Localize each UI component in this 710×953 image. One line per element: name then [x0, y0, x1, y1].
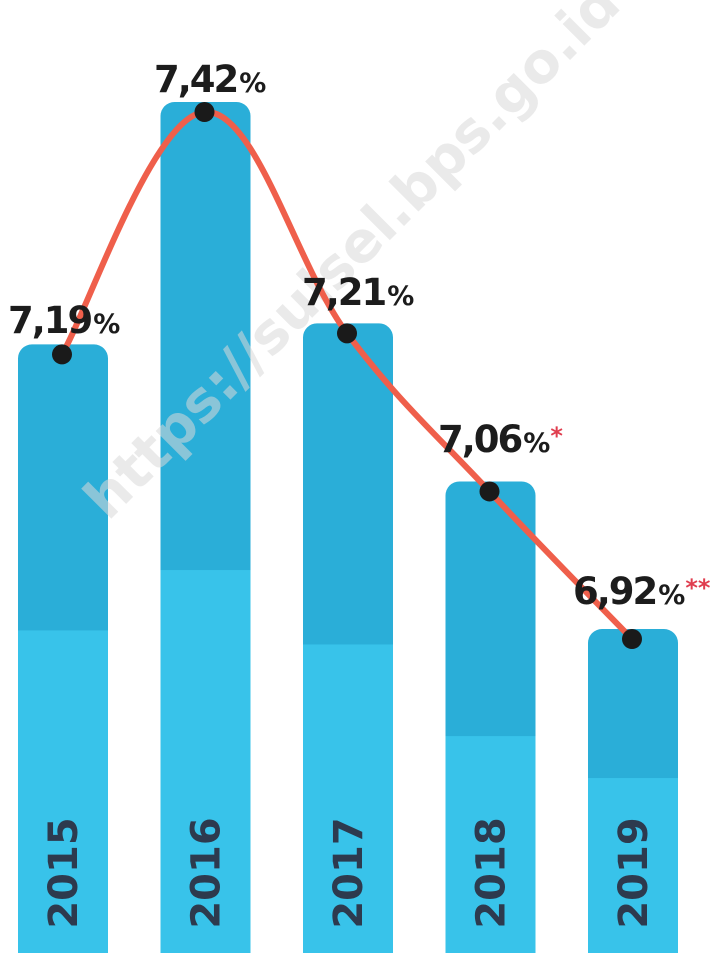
- data-point-2018: [479, 481, 500, 502]
- year-label-2019: 2019: [611, 817, 657, 928]
- bar-2015: [18, 344, 108, 953]
- value-number: 7,42: [154, 58, 237, 101]
- year-label-2017: 2017: [326, 817, 372, 928]
- value-number: 7,06: [438, 418, 522, 461]
- year-label-2016: 2016: [184, 817, 230, 928]
- bar-lower-segment: [303, 644, 393, 953]
- value-note-marker: **: [685, 574, 710, 602]
- value-label-2017: 7,21%: [302, 271, 414, 314]
- bar-2018: [445, 481, 536, 953]
- bar-lower-segment: [18, 630, 108, 953]
- data-point-2017: [337, 323, 357, 344]
- trend-line-layer: [52, 102, 642, 649]
- trend-line: [59, 108, 635, 642]
- bar-lower-segment: [160, 570, 251, 953]
- value-labels-layer: 7,19%7,42%7,21%7,06%*6,92%**: [8, 58, 710, 613]
- value-unit: %: [93, 309, 120, 340]
- value-number: 6,92: [573, 570, 656, 613]
- bar-2016: [160, 102, 251, 953]
- year-label-2018: 2018: [469, 817, 515, 928]
- value-unit: %: [387, 281, 414, 312]
- bar-lower-segment: [445, 736, 536, 953]
- value-unit: %: [239, 68, 266, 99]
- value-label-2019: 6,92%**: [573, 570, 710, 613]
- bar-lower-segment: [588, 778, 678, 953]
- data-point-2016: [194, 102, 215, 122]
- data-point-2019: [622, 629, 642, 649]
- value-label-2018: 7,06%*: [438, 418, 563, 461]
- value-unit: %: [523, 428, 550, 459]
- value-note-marker: *: [550, 422, 563, 450]
- value-unit: %: [658, 580, 685, 611]
- data-point-2015: [52, 344, 72, 365]
- bars-layer: [18, 102, 678, 953]
- year-labels-layer: 2015 2016 2017 2018 2019: [41, 817, 657, 928]
- year-label-2015: 2015: [41, 817, 87, 928]
- value-number: 7,21: [302, 271, 386, 314]
- value-number: 7,19: [8, 299, 92, 342]
- bar-2017: [303, 323, 393, 953]
- bar-2019: [588, 629, 678, 953]
- value-label-2015: 7,19%: [8, 299, 120, 342]
- value-label-2016: 7,42%: [154, 58, 266, 101]
